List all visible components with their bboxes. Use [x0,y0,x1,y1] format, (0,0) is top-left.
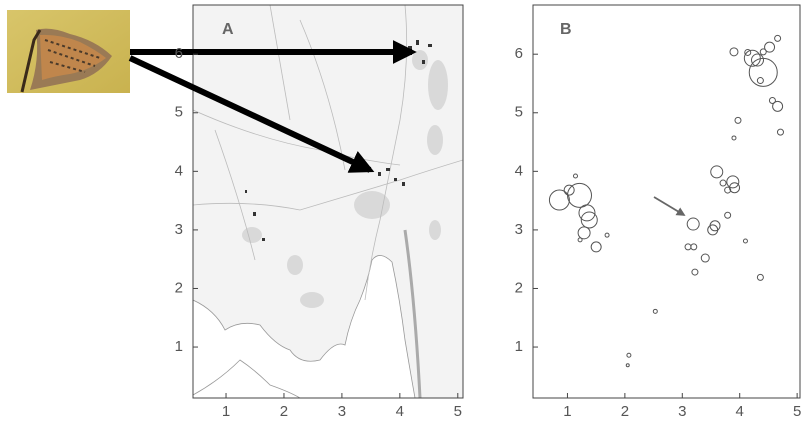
x-tick-label: 3 [678,403,686,420]
bubble [724,211,732,219]
x-tick-label: 2 [280,403,288,420]
bubble [734,116,742,124]
y-tick-label: 5 [175,104,183,121]
bubble [719,179,727,187]
bubble [625,363,630,368]
y-tick-label: 3 [515,221,523,238]
bubble [548,189,570,211]
bubble [686,217,700,231]
x-tick-label: 5 [454,403,462,420]
bubble [756,77,764,85]
x-tick-label: 4 [736,403,744,420]
bubble [768,96,776,104]
axes-frame [532,4,801,399]
bubble [691,268,699,276]
y-tick-label: 6 [175,45,183,62]
bubble [776,128,784,136]
bubble [563,184,575,196]
bubble [774,34,782,42]
bubble [709,220,721,232]
y-tick-label: 1 [515,338,523,355]
y-tick-label: 3 [175,221,183,238]
bubble [729,47,739,57]
y-tick-label: 4 [515,162,523,179]
bubble [731,135,737,141]
bubble [772,100,784,112]
y-tick-label: 5 [515,104,523,121]
bubble [577,226,591,240]
annotation-arrow [653,196,686,216]
y-tick-label: 2 [515,279,523,296]
bubble [742,238,748,244]
butterfly-photo [7,10,130,93]
y-tick-label: 2 [175,279,183,296]
x-tick-label: 1 [563,403,571,420]
bubble [726,175,740,189]
bubble [759,48,767,56]
bubble [744,48,752,56]
bubble [572,173,578,179]
bubble [580,211,598,229]
map [193,5,463,398]
pointer-arrow [128,55,375,173]
x-tick-label: 1 [222,403,230,420]
bubble [590,241,602,253]
bubble [578,204,596,222]
bubble [764,41,776,53]
panel-label: A [222,21,234,38]
y-tick-label: 4 [175,162,183,179]
axes-frame [192,4,464,399]
bubble [710,165,724,179]
y-tick-label: 1 [175,338,183,355]
x-tick-label: 5 [793,403,801,420]
bubble [690,243,698,251]
bubble [577,237,583,243]
bubble [743,49,761,67]
x-tick-label: 4 [396,403,404,420]
x-tick-label: 2 [621,403,629,420]
bubble [724,186,732,194]
bubble [756,273,764,281]
bubble [652,308,658,314]
bubble [567,182,593,208]
x-tick-label: 3 [338,403,346,420]
panel-label: B [560,21,572,38]
bubble [626,352,632,358]
bubble [751,53,765,67]
bubble [700,253,710,263]
bubble [604,232,610,238]
y-tick-label: 6 [515,45,523,62]
